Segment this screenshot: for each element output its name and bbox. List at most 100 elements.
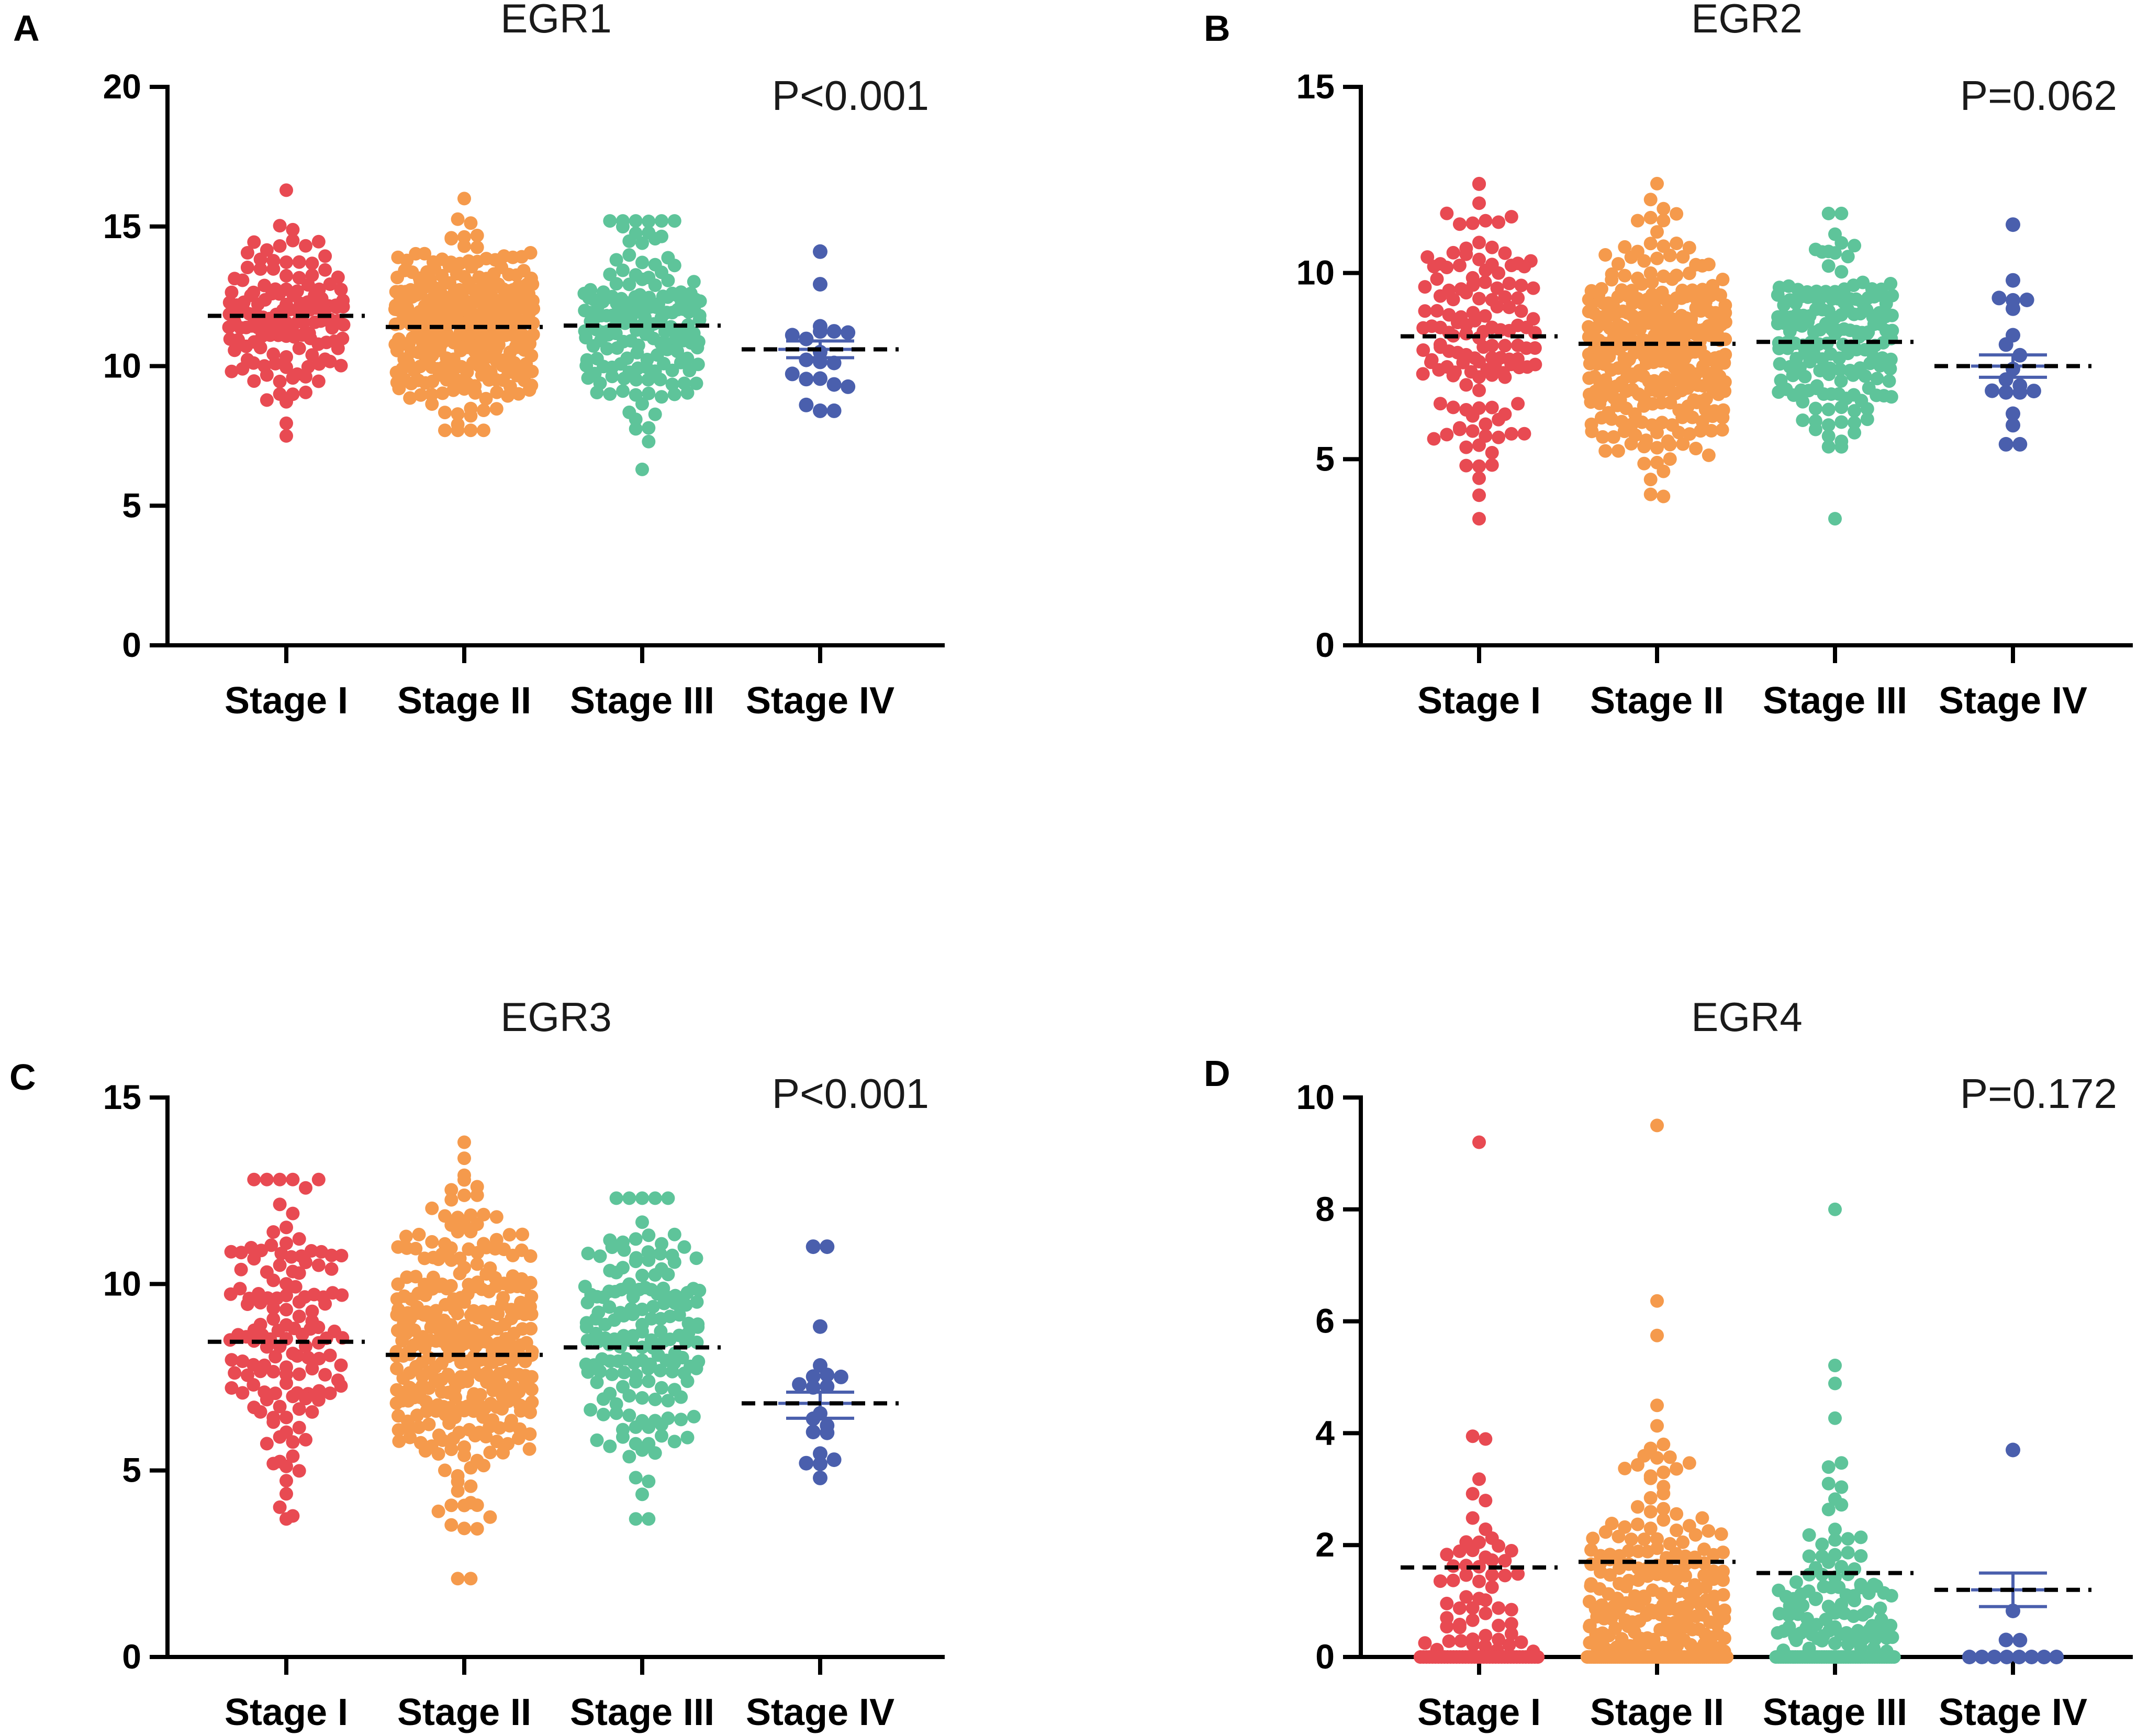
data-point bbox=[464, 1479, 478, 1493]
data-point bbox=[630, 345, 644, 360]
series-stage-i bbox=[208, 183, 365, 443]
data-point bbox=[311, 234, 326, 249]
data-point bbox=[813, 1319, 827, 1334]
data-point bbox=[446, 1431, 461, 1446]
data-point bbox=[438, 423, 452, 438]
data-point bbox=[635, 1191, 649, 1205]
data-point bbox=[1665, 272, 1679, 286]
data-point bbox=[311, 374, 326, 388]
data-point bbox=[431, 1504, 445, 1518]
data-point bbox=[1585, 424, 1599, 439]
y-tick-label: 10 bbox=[103, 346, 141, 385]
data-point bbox=[1478, 1639, 1492, 1653]
data-point bbox=[1514, 304, 1528, 318]
data-point bbox=[1465, 1429, 1480, 1443]
panel-label: B bbox=[1204, 8, 1230, 49]
data-point bbox=[591, 1335, 606, 1349]
data-point bbox=[296, 316, 310, 330]
data-point bbox=[453, 1267, 467, 1281]
data-point bbox=[1459, 378, 1473, 392]
data-point bbox=[1504, 210, 1518, 224]
series-stage-i bbox=[208, 1172, 365, 1526]
data-point bbox=[1593, 396, 1607, 410]
data-point bbox=[661, 1268, 675, 1282]
data-point bbox=[444, 1498, 458, 1513]
data-point bbox=[260, 1172, 274, 1186]
data-point bbox=[1502, 300, 1516, 315]
data-point bbox=[1885, 288, 1899, 303]
data-point bbox=[1504, 1603, 1518, 1617]
data-point bbox=[470, 240, 484, 254]
data-point bbox=[622, 234, 636, 248]
data-point bbox=[2012, 436, 2028, 452]
data-point bbox=[279, 1459, 293, 1473]
data-point bbox=[1821, 429, 1836, 443]
data-point bbox=[1514, 1635, 1528, 1649]
data-point bbox=[1504, 259, 1518, 273]
data-point bbox=[799, 331, 814, 346]
series-stage-ii bbox=[1579, 176, 1736, 503]
data-point bbox=[1808, 401, 1822, 416]
data-point bbox=[1796, 413, 1810, 427]
data-point bbox=[279, 255, 293, 269]
x-tick-label: Stage III bbox=[570, 680, 714, 722]
data-point bbox=[1846, 368, 1860, 382]
data-point bbox=[273, 374, 287, 388]
data-point bbox=[240, 1297, 254, 1311]
data-point bbox=[1603, 1568, 1617, 1582]
data-point bbox=[2012, 1632, 2028, 1648]
data-point bbox=[1991, 290, 2007, 306]
data-point bbox=[1670, 1462, 1684, 1476]
data-point bbox=[687, 275, 701, 289]
data-point bbox=[655, 214, 668, 228]
y-tick-label: 2 bbox=[1315, 1525, 1335, 1564]
data-point bbox=[1517, 260, 1531, 274]
data-point bbox=[1472, 177, 1486, 191]
data-point bbox=[1822, 367, 1836, 382]
data-point bbox=[525, 364, 539, 378]
y-tick-label: 0 bbox=[122, 625, 141, 664]
data-point bbox=[1848, 416, 1862, 430]
data-point bbox=[495, 1402, 509, 1416]
data-point bbox=[1716, 1545, 1730, 1560]
data-point bbox=[451, 1484, 465, 1498]
data-point bbox=[451, 1572, 465, 1586]
data-point bbox=[1427, 432, 1441, 446]
data-point bbox=[524, 1382, 539, 1396]
data-point bbox=[253, 1296, 267, 1310]
data-point bbox=[1698, 1580, 1713, 1594]
data-point bbox=[629, 214, 643, 228]
data-point bbox=[464, 423, 478, 438]
data-point bbox=[1440, 1596, 1454, 1610]
data-point bbox=[279, 1236, 293, 1250]
data-point bbox=[629, 1232, 643, 1246]
data-point bbox=[690, 341, 704, 355]
data-point bbox=[2006, 406, 2020, 421]
data-point bbox=[444, 1518, 458, 1532]
data-point bbox=[1618, 1461, 1632, 1475]
data-point bbox=[266, 1301, 281, 1315]
data-point bbox=[1670, 1524, 1684, 1537]
data-point bbox=[642, 1512, 656, 1526]
data-point bbox=[323, 1386, 337, 1401]
data-point bbox=[524, 1307, 539, 1321]
data-point bbox=[2049, 1650, 2064, 1664]
data-point bbox=[1974, 1650, 1989, 1664]
data-point bbox=[522, 383, 536, 397]
data-point bbox=[2006, 217, 2020, 232]
data-point bbox=[279, 1303, 293, 1317]
data-point bbox=[1675, 410, 1690, 424]
data-point bbox=[1492, 1618, 1506, 1632]
data-point bbox=[1454, 1634, 1468, 1648]
data-point bbox=[680, 386, 695, 400]
data-point bbox=[457, 239, 471, 253]
data-point bbox=[813, 277, 827, 292]
data-point bbox=[1718, 384, 1732, 398]
data-point bbox=[284, 1250, 298, 1264]
data-point bbox=[1479, 1606, 1493, 1620]
data-point bbox=[2006, 301, 2020, 316]
data-point bbox=[1828, 1522, 1842, 1537]
data-point bbox=[622, 1408, 636, 1423]
data-point bbox=[826, 324, 842, 339]
panel-a: A EGR1 P<0.001 0 5 10 15 20 Stage I Stage II Stage… bbox=[13, 0, 945, 722]
